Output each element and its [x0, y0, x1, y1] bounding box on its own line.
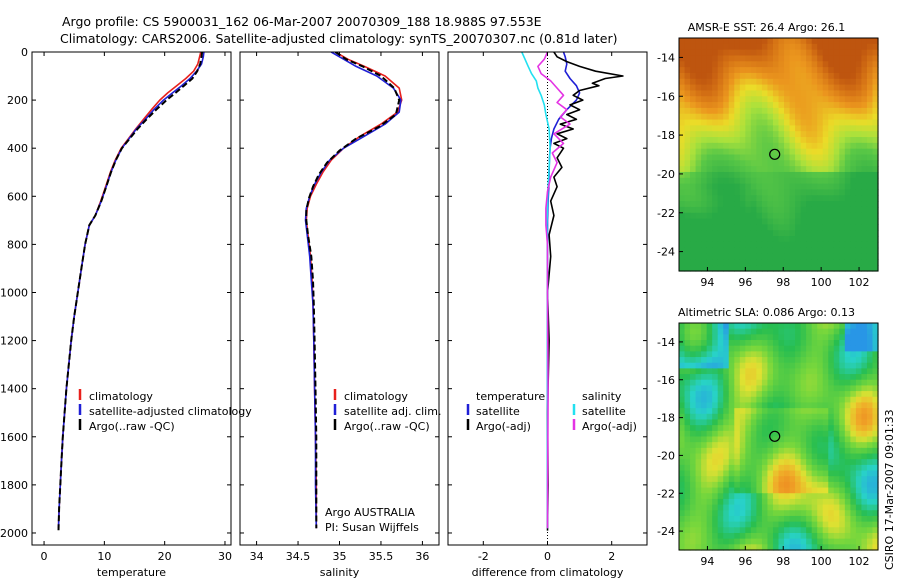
legend-entry: satellite	[476, 405, 520, 418]
map-y-tick-label: -14	[657, 51, 675, 64]
salinity-profile-panel: 34 34.5 35 35.5 36 salinity climatology satelli…	[239, 51, 441, 579]
y-tick-label: 1800	[0, 479, 28, 492]
legend-entry: salinity	[582, 390, 622, 403]
map-y-tick-label: -20	[657, 449, 675, 462]
y-tick-label: 2000	[0, 527, 28, 540]
legend-entry: climatology	[89, 390, 153, 403]
map-frame	[678, 322, 879, 551]
map-y-tick-label: -18	[657, 412, 675, 425]
sla-map-panel: Altimetric SLA: 0.086 Argo: 0.13 94 96 98 10…	[657, 306, 879, 568]
map-y-tick-label: -22	[657, 487, 675, 500]
y-tick-label: 1000	[0, 286, 28, 299]
legend-entry: satellite adj. clim.	[344, 405, 441, 418]
float-agency-note: Argo AUSTRALIA	[325, 506, 415, 519]
y-tick-label: 600	[7, 190, 28, 203]
legend-entry: Argo(-adj)	[582, 420, 637, 433]
series-line-argo-adj-	[546, 52, 624, 531]
map-y-tick-label: -18	[657, 129, 675, 142]
x-axis-label: difference from climatology	[472, 566, 624, 579]
csiro-timestamp: CSIRO 17-Mar-2007 09:01:33	[883, 409, 896, 570]
figure-title-line1: Argo profile: CS 5900031_162 06-Mar-2007…	[62, 14, 542, 29]
map-x-tick-label: 96	[738, 555, 752, 568]
map-x-tick-label: 94	[700, 276, 714, 289]
axes-frame	[31, 51, 232, 546]
float-pi-note: PI: Susan Wijffels	[325, 521, 419, 534]
map-x-tick-label: 100	[811, 555, 832, 568]
map-y-tick-label: -16	[657, 90, 675, 103]
legend-entry: temperature	[476, 390, 545, 403]
map-x-tick-label: 102	[849, 555, 870, 568]
y-tick-label: 800	[7, 238, 28, 251]
legend-entry: satellite	[582, 405, 626, 418]
map-x-tick-label: 96	[738, 276, 752, 289]
y-tick-label: 200	[7, 94, 28, 107]
x-tick-label: 30	[218, 550, 232, 563]
legend-entry: Argo(..raw -QC)	[344, 420, 430, 433]
series-line-argo-raw-qc-	[57, 52, 204, 531]
difference-profile-panel: -2 0 2 difference from climatology temperatu…	[447, 51, 648, 579]
figure-title-line2: Climatology: CARS2006. Satellite-adjuste…	[60, 31, 617, 46]
series-line-argo-adj-	[537, 52, 571, 529]
map-y-tick-label: -24	[657, 525, 675, 538]
temperature-profile-panel: 0 10 20 30 temperature 0 200 400 600 800 1000 1200 1…	[0, 46, 252, 579]
series-line-argo-raw-qc-	[305, 52, 401, 529]
map-field	[679, 38, 879, 272]
map-x-tick-label: 102	[849, 276, 870, 289]
x-axis-label: salinity	[320, 566, 360, 579]
x-tick-label: 0	[544, 550, 551, 563]
float-location-marker	[769, 148, 781, 160]
x-tick-label: 34	[250, 550, 264, 563]
x-tick-label: 35.5	[369, 550, 394, 563]
axes-frame	[239, 51, 440, 546]
map-x-tick-label: 98	[776, 555, 790, 568]
x-tick-label: -2	[478, 550, 489, 563]
x-tick-label: 36	[415, 550, 429, 563]
y-tick-label: 1600	[0, 431, 28, 444]
x-tick-label: 34.5	[286, 550, 311, 563]
map-title: AMSR-E SST: 26.4 Argo: 26.1	[688, 21, 846, 34]
map-x-tick-label: 98	[776, 276, 790, 289]
x-tick-label: 2	[608, 550, 615, 563]
map-field	[679, 323, 879, 551]
series-line-climatology	[57, 52, 202, 529]
series-line-satellite-adj-clim-	[304, 52, 402, 529]
y-tick-label: 0	[21, 46, 28, 59]
series-line-climatology	[305, 52, 403, 529]
x-axis-label: temperature	[97, 566, 166, 579]
map-y-tick-label: -20	[657, 168, 675, 181]
x-tick-label: 20	[158, 550, 172, 563]
legend-entry: Argo(..raw -QC)	[89, 420, 175, 433]
y-tick-label: 1400	[0, 383, 28, 396]
map-frame	[678, 37, 879, 272]
map-title: Altimetric SLA: 0.086 Argo: 0.13	[678, 306, 855, 319]
series-line-satellite	[521, 52, 551, 529]
map-y-tick-label: -14	[657, 336, 675, 349]
map-y-tick-label: -16	[657, 374, 675, 387]
x-tick-label: 0	[41, 550, 48, 563]
map-x-tick-label: 94	[700, 555, 714, 568]
map-y-tick-label: -22	[657, 207, 675, 220]
y-tick-label: 1200	[0, 335, 28, 348]
x-tick-label: 10	[97, 550, 111, 563]
series-line-satellite-adjusted-climatology	[57, 52, 205, 529]
sst-map-panel: AMSR-E SST: 26.4 Argo: 26.1 94 96 98 100 102 -…	[657, 21, 879, 289]
x-tick-label: 35	[333, 550, 347, 563]
legend-entry: Argo(-adj)	[476, 420, 531, 433]
y-tick-label: 400	[7, 142, 28, 155]
legend-entry: climatology	[344, 390, 408, 403]
map-x-tick-label: 100	[811, 276, 832, 289]
float-location-marker	[769, 430, 781, 442]
map-y-tick-label: -24	[657, 246, 675, 259]
legend-entry: satellite-adjusted climatology	[89, 405, 252, 418]
